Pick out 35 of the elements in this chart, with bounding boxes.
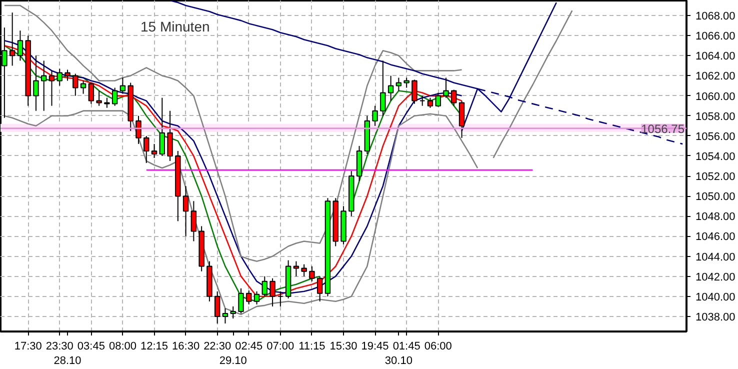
- x-tick-label: 28.10: [54, 354, 82, 367]
- x-tick-label: 02:45: [235, 340, 263, 352]
- x-tick-label: 15:30: [330, 340, 358, 352]
- x-tick-label: 23:30: [46, 340, 74, 352]
- x-tick-label: 16:30: [172, 340, 200, 352]
- x-tick-label: 22:30: [204, 340, 232, 352]
- x-tick-label: 11:15: [298, 340, 326, 352]
- x-tick-label: 01:45: [392, 340, 420, 352]
- y-tick-label: 1042.00: [696, 271, 736, 284]
- ref-line-label: 1056.75: [641, 122, 685, 136]
- y-tick-label: 1038.00: [696, 311, 736, 324]
- x-tick-label: 19:45: [361, 340, 389, 352]
- x-tick-label: 08:00: [108, 340, 136, 352]
- x-tick-label: 06:00: [424, 340, 452, 352]
- y-tick-label: 1044.00: [696, 251, 736, 264]
- y-tick-label: 1054.00: [696, 150, 736, 163]
- x-tick-label: 03:45: [77, 340, 105, 352]
- y-tick-label: 1052.00: [696, 171, 736, 184]
- y-tick-label: 1040.00: [696, 291, 736, 304]
- y-tick-label: 1046.00: [696, 231, 736, 244]
- y-tick-label: 1066.00: [696, 30, 736, 43]
- y-tick-label: 1048.00: [696, 211, 736, 224]
- x-tick-label: 30.10: [384, 354, 412, 367]
- y-tick-label: 1060.00: [696, 90, 736, 103]
- y-tick-label: 1050.00: [696, 191, 736, 204]
- text: 15 Minuten: [140, 18, 210, 34]
- y-tick-label: 1062.00: [696, 70, 736, 83]
- x-tick-label: 07:00: [266, 340, 294, 352]
- y-tick-label: 1058.00: [696, 110, 736, 123]
- y-tick-label: 1064.00: [696, 50, 736, 63]
- x-tick-label: 12:15: [140, 340, 168, 352]
- x-tick-label: 17:30: [14, 340, 42, 352]
- y-tick-label: 1068.00: [696, 10, 736, 23]
- y-tick-label: 1056.00: [696, 130, 736, 143]
- x-tick-label: 29.10: [219, 354, 247, 367]
